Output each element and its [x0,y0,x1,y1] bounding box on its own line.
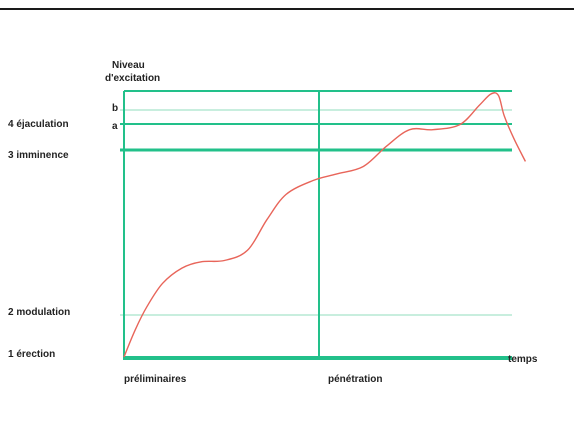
phase-label-preliminaires: préliminaires [124,374,187,385]
level-label-b: b [112,103,118,114]
level-label-imminence: 3 imminence [8,150,69,161]
level-label-a: a [112,121,118,132]
axes [123,91,512,360]
x-axis-label: temps [508,354,538,365]
excitation-curve [123,92,527,358]
level-label-modulation: 2 modulation [8,307,70,318]
axis-title: Niveau d'excitation [105,60,160,84]
level-label-ejaculation: 4 éjaculation [8,119,69,130]
axis-title-line-1: Niveau [112,60,145,71]
phase-label-penetration: pénétration [328,374,382,385]
phase-labels: préliminaires pénétration [124,374,382,385]
level-label-erection: 1 érection [8,349,55,360]
axis-title-line-2: d'excitation [105,73,160,84]
grid-lines [120,90,512,316]
level-labels: 4 éjaculation 3 imminence 2 modulation 1… [8,103,118,360]
